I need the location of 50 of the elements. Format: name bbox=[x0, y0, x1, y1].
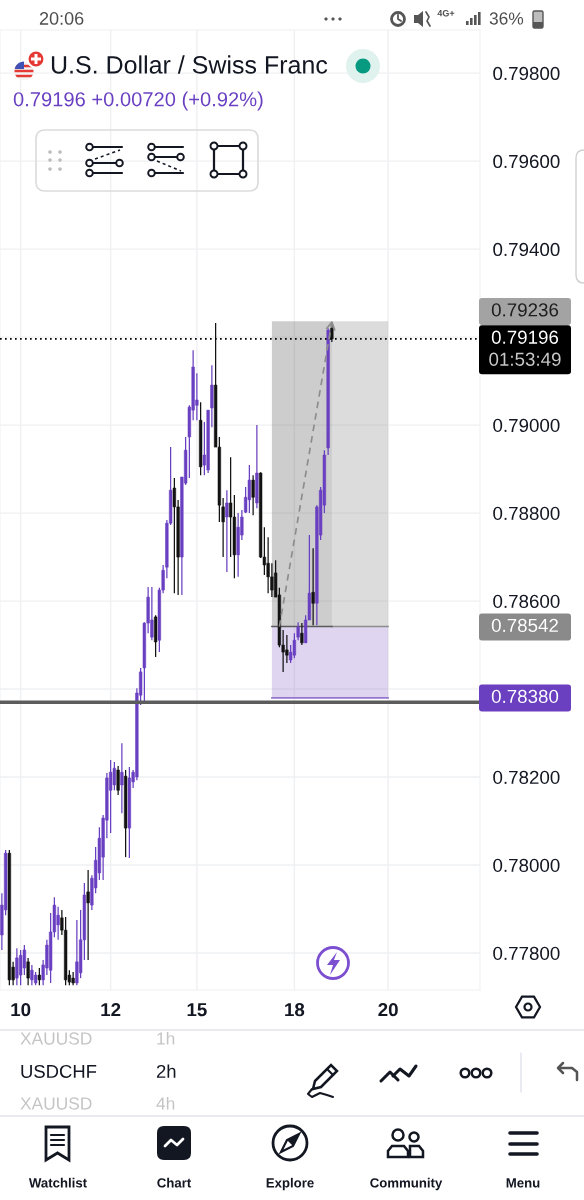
y-tick-label: 0.78200 bbox=[493, 770, 560, 785]
text: 0.79236 bbox=[491, 303, 559, 317]
candlestick bbox=[247, 464, 251, 514]
candlestick bbox=[18, 949, 23, 986]
candlestick bbox=[86, 869, 90, 961]
x-tick-label: 10 bbox=[11, 1003, 31, 1017]
candlestick bbox=[300, 622, 304, 646]
candlestick bbox=[15, 947, 19, 986]
text: Watchlist bbox=[28, 1177, 87, 1188]
x-tick-label: 18 bbox=[285, 1003, 305, 1017]
text: Community bbox=[370, 1177, 443, 1191]
text: 0.79196 +0.00720 (+0.92%) bbox=[13, 91, 263, 111]
x-tick-label: 20 bbox=[378, 1003, 398, 1017]
text: 1h bbox=[157, 1031, 175, 1045]
text: XAUUSD bbox=[20, 1097, 92, 1110]
y-tick-label: 0.77800 bbox=[493, 946, 560, 961]
y-tick-label: 0.78000 bbox=[493, 858, 560, 873]
text: Menu bbox=[506, 1178, 540, 1188]
y-tick-label: 0.79600 bbox=[493, 154, 560, 169]
text: 2h bbox=[156, 1064, 176, 1078]
text: 20:06 bbox=[39, 12, 84, 25]
ref-line-label: 0.79196 01:53:49 bbox=[489, 330, 561, 366]
x-tick-label: 15 bbox=[187, 1003, 207, 1017]
candlestick bbox=[56, 906, 60, 941]
candlestick bbox=[120, 742, 124, 814]
candlestick bbox=[225, 489, 229, 573]
candlestick bbox=[30, 964, 34, 986]
candlestick bbox=[26, 957, 30, 986]
text: 4h bbox=[156, 1096, 175, 1110]
text: 36% bbox=[489, 12, 524, 25]
text: U.S. Dollar / Swiss Franc bbox=[51, 55, 328, 74]
candlestick bbox=[311, 547, 315, 626]
text: XAUUSD bbox=[20, 1032, 92, 1045]
candlestick bbox=[150, 586, 154, 641]
text: 4G+ bbox=[437, 10, 455, 17]
candlestick bbox=[116, 765, 120, 796]
candlestick bbox=[172, 477, 176, 594]
y-tick-label: 0.79800 bbox=[493, 66, 560, 81]
text: 0.78542 bbox=[491, 618, 558, 633]
y-tick-label: 0.79400 bbox=[493, 242, 560, 257]
y-tick-label: 0.79000 bbox=[493, 418, 560, 433]
candlestick bbox=[108, 759, 113, 834]
candlestick bbox=[251, 474, 255, 516]
text: Chart bbox=[157, 1177, 192, 1188]
text: USDCHF bbox=[21, 1064, 97, 1078]
text: Explore bbox=[266, 1177, 314, 1191]
y-tick-label: 0.78600 bbox=[493, 594, 560, 609]
y-tick-label: 0.78800 bbox=[493, 506, 560, 521]
x-tick-label: 12 bbox=[101, 1003, 121, 1017]
text: 0.78380 bbox=[491, 689, 559, 704]
